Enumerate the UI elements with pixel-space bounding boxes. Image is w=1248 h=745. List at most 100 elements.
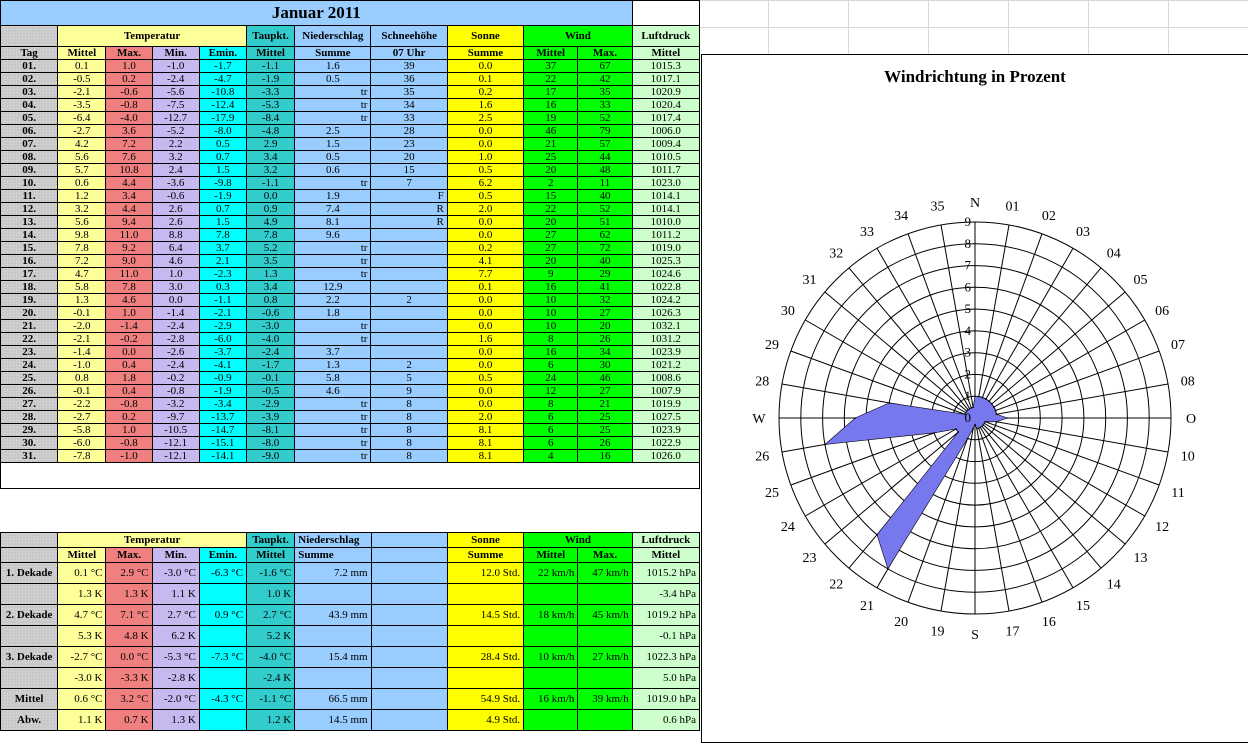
sonne[interactable]: 0.0 — [446, 215, 525, 229]
summary-luft[interactable]: 1015.2 hPa — [631, 562, 701, 584]
wind-mittel[interactable]: 21 — [523, 137, 579, 151]
sonne[interactable]: 0.0 — [446, 306, 525, 320]
temp-mittel[interactable]: 1.2 — [57, 189, 107, 203]
wind-max[interactable]: 44 — [577, 150, 633, 164]
taupunkt[interactable]: -8.0 — [245, 436, 296, 450]
taupunkt[interactable]: 7.8 — [245, 228, 296, 242]
temp-min[interactable]: -0.2 — [151, 371, 200, 385]
temp-min[interactable]: 3.2 — [151, 150, 200, 164]
empty-cell[interactable] — [370, 688, 448, 710]
summary-label[interactable]: Abw. — [0, 709, 59, 731]
empty-cell[interactable] — [370, 625, 448, 647]
summary-nieder[interactable]: 15.4 mm — [294, 646, 372, 668]
luftdruck[interactable]: 1031.2 — [631, 332, 701, 346]
temp-mittel[interactable]: -2.7 — [57, 410, 107, 424]
luftdruck[interactable]: 1024.2 — [631, 293, 701, 307]
wind-max[interactable]: 52 — [577, 202, 633, 216]
temp-max[interactable]: 9.2 — [105, 241, 153, 255]
summary-wmittel[interactable]: 22 km/h — [523, 562, 579, 584]
temp-mittel[interactable]: 3.2 — [57, 202, 107, 216]
subheader-cell[interactable]: Mittel — [523, 46, 579, 60]
temp-emin[interactable]: -1.1 — [198, 293, 247, 307]
luftdruck[interactable]: 1026.0 — [631, 449, 701, 463]
wind-mittel[interactable]: 22 — [523, 202, 579, 216]
day-label[interactable]: 04. — [0, 98, 59, 112]
sonne[interactable]: 8.1 — [446, 436, 525, 450]
summary-wmittel[interactable] — [523, 583, 579, 605]
wind-mittel[interactable]: 20 — [523, 254, 579, 268]
wind-mittel[interactable]: 10 — [523, 306, 579, 320]
subheader-cell[interactable]: Mittel — [245, 46, 296, 60]
subheader-cell[interactable]: Max. — [577, 46, 633, 60]
temp-min[interactable]: 2.6 — [151, 202, 200, 216]
temp-max[interactable]: -4.0 — [105, 111, 153, 125]
summary-mittel[interactable]: -3.0 K — [57, 667, 107, 689]
luftdruck[interactable]: 1020.4 — [631, 98, 701, 112]
temp-min[interactable]: -5.2 — [151, 124, 200, 138]
luftdruck[interactable]: 1010.0 — [631, 215, 701, 229]
wind-mittel[interactable]: 16 — [523, 98, 579, 112]
day-label[interactable]: 07. — [0, 137, 59, 151]
temp-min[interactable]: -2.8 — [151, 332, 200, 346]
summary-min[interactable]: -2.8 K — [151, 667, 200, 689]
sheet-title[interactable]: Januar 2011 — [0, 0, 633, 26]
day-label[interactable]: 21. — [0, 319, 59, 333]
temp-mittel[interactable]: 5.7 — [57, 163, 107, 177]
niederschlag[interactable]: 0.5 — [294, 72, 372, 86]
day-label[interactable]: 31. — [0, 449, 59, 463]
wind-mittel[interactable]: 12 — [523, 384, 579, 398]
taupunkt[interactable]: 4.9 — [245, 215, 296, 229]
summary-mittel[interactable]: 0.6 °C — [57, 688, 107, 710]
niederschlag[interactable]: 9.6 — [294, 228, 372, 242]
summary-nieder[interactable] — [294, 583, 372, 605]
temp-max[interactable]: 4.4 — [105, 202, 153, 216]
luftdruck[interactable]: 1020.9 — [631, 85, 701, 99]
temp-min[interactable]: 4.6 — [151, 254, 200, 268]
schneehoehe[interactable]: 39 — [370, 59, 448, 73]
luftdruck[interactable]: 1019.0 — [631, 241, 701, 255]
subheader-cell[interactable]: Max. — [105, 547, 153, 563]
niederschlag[interactable]: tr — [294, 85, 372, 99]
wind-mittel[interactable]: 8 — [523, 332, 579, 346]
temp-min[interactable]: -7.5 — [151, 98, 200, 112]
day-label[interactable]: 06. — [0, 124, 59, 138]
taupunkt[interactable]: -0.5 — [245, 384, 296, 398]
taupunkt[interactable]: 3.4 — [245, 150, 296, 164]
temp-mittel[interactable]: -2.2 — [57, 397, 107, 411]
summary-mittel[interactable]: 5.3 K — [57, 625, 107, 647]
sonne[interactable]: 0.1 — [446, 280, 525, 294]
empty-cell[interactable] — [370, 709, 448, 731]
day-label[interactable]: 25. — [0, 371, 59, 385]
subheader-cell[interactable]: 07 Uhr — [370, 46, 448, 60]
subheader-cell[interactable]: Summe — [446, 547, 525, 563]
summary-taupkt[interactable]: 1.0 K — [246, 583, 296, 605]
temp-max[interactable]: -0.6 — [105, 85, 153, 99]
niederschlag[interactable]: 12.9 — [294, 280, 372, 294]
summary-mittel[interactable]: -2.7 °C — [57, 646, 107, 668]
wind-max[interactable]: 72 — [577, 241, 633, 255]
wind-mittel[interactable]: 16 — [523, 280, 579, 294]
temp-max[interactable]: 7.2 — [105, 137, 153, 151]
summary-luft[interactable]: -3.4 hPa — [631, 583, 701, 605]
temp-mittel[interactable]: -2.1 — [57, 85, 107, 99]
summary-max[interactable]: 0.0 °C — [105, 646, 153, 668]
summary-wmittel[interactable]: 10 km/h — [523, 646, 579, 668]
temp-min[interactable]: 2.4 — [151, 163, 200, 177]
sonne[interactable]: 0.0 — [446, 319, 525, 333]
temp-max[interactable]: 1.0 — [105, 423, 153, 437]
wind-mittel[interactable]: 27 — [523, 241, 579, 255]
luftdruck[interactable]: 1017.1 — [631, 72, 701, 86]
niederschlag[interactable]: tr — [294, 423, 372, 437]
wind-mittel[interactable]: 4 — [523, 449, 579, 463]
schneehoehe[interactable]: 7 — [370, 176, 448, 190]
summary-label[interactable] — [0, 667, 59, 689]
summary-wmittel[interactable] — [523, 625, 579, 647]
summary-label[interactable]: Mittel — [0, 688, 59, 710]
day-label[interactable]: 23. — [0, 345, 59, 359]
blank-row[interactable] — [0, 462, 700, 489]
temp-mittel[interactable]: 5.6 — [57, 150, 107, 164]
summary-sonne[interactable] — [446, 625, 525, 647]
summary-sonne[interactable]: 28.4 Std. — [446, 646, 525, 668]
niederschlag[interactable]: tr — [294, 332, 372, 346]
schneehoehe[interactable] — [370, 319, 448, 333]
